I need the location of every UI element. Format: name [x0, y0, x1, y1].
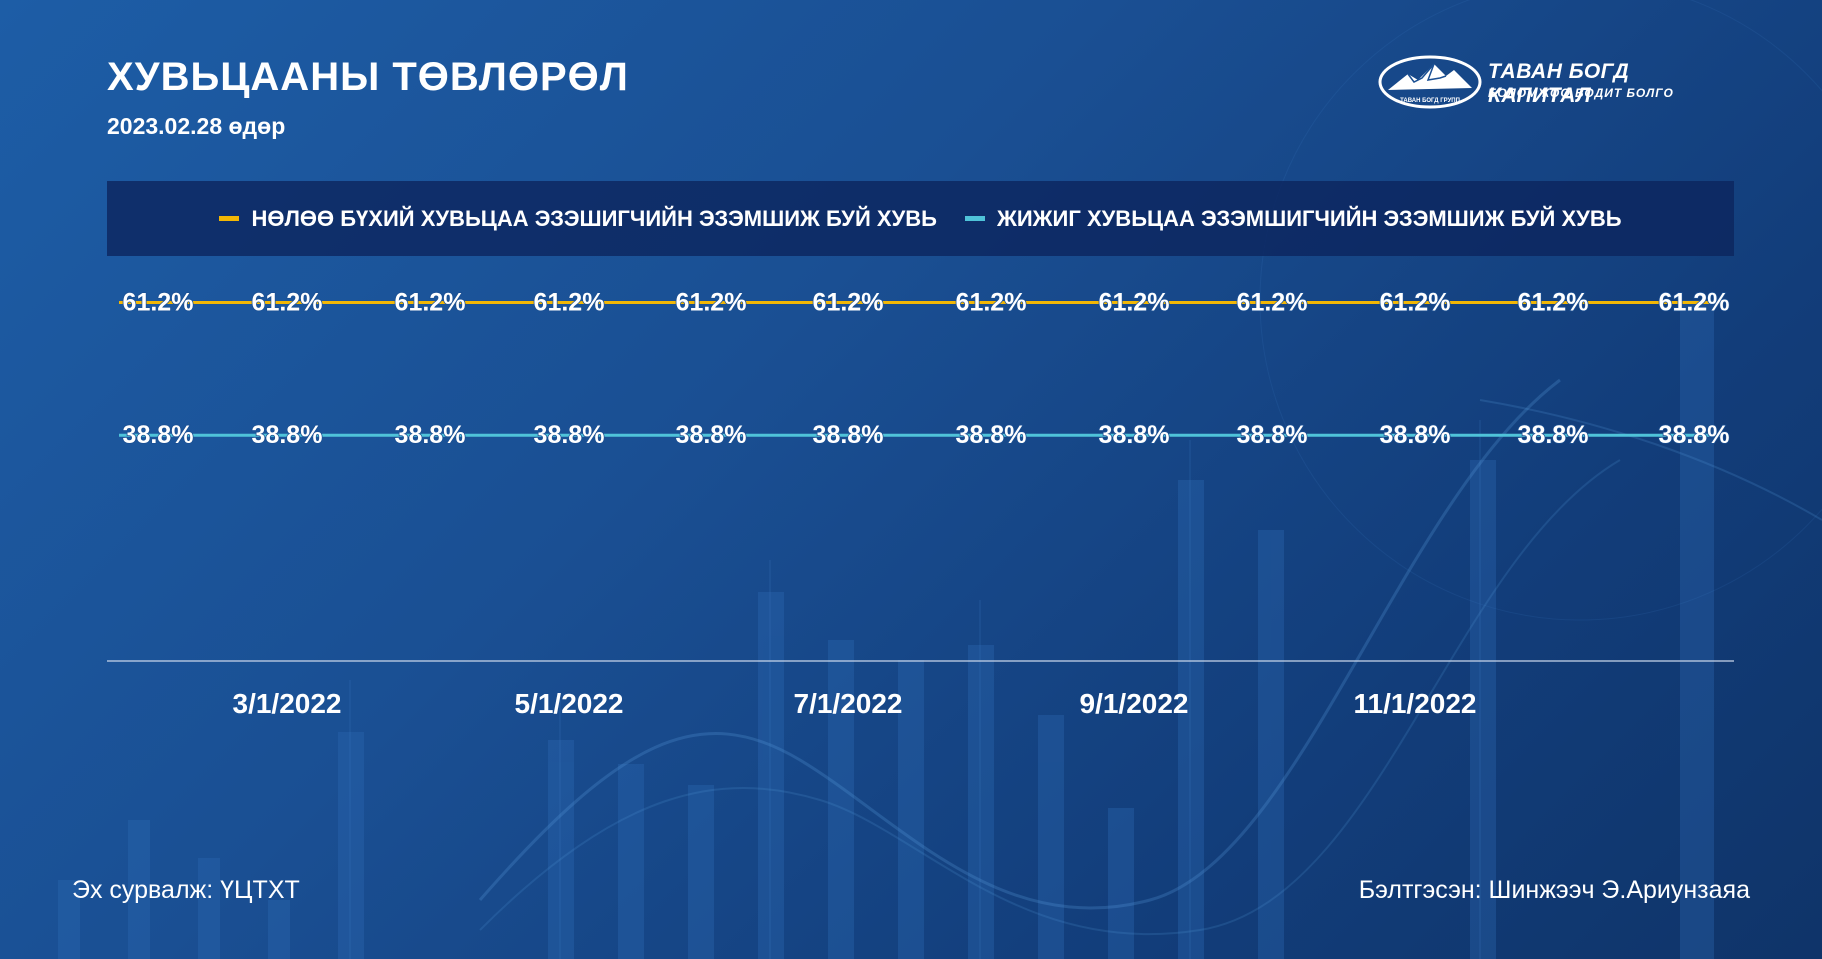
data-label-s1-0: 38.8%	[123, 421, 194, 449]
data-label-s1-1: 38.8%	[252, 421, 323, 449]
mountain-logo-icon: ТАВАН БОГД ГРУПП	[1378, 55, 1482, 109]
data-label-s1-5: 38.8%	[813, 421, 884, 449]
data-label-s1-8: 38.8%	[1237, 421, 1308, 449]
data-label-s0-2: 61.2%	[395, 289, 466, 317]
x-tick-label-1: 5/1/2022	[515, 688, 624, 719]
author-note: Бэлтгэсэн: Шинжээч Э.Ариунзаяа	[1358, 876, 1750, 904]
data-label-s0-6: 61.2%	[956, 289, 1027, 317]
source-note: Эх сурвалж: ҮЦТХТ	[72, 876, 300, 904]
data-label-s1-10: 38.8%	[1518, 421, 1589, 449]
data-label-s0-0: 61.2%	[123, 289, 194, 317]
data-label-s0-5: 61.2%	[813, 289, 884, 317]
data-label-s0-9: 61.2%	[1380, 289, 1451, 317]
x-tick-label-0: 3/1/2022	[233, 688, 342, 719]
data-label-s0-3: 61.2%	[534, 289, 605, 317]
x-tick-label-4: 11/1/2022	[1353, 688, 1476, 719]
data-label-s0-1: 61.2%	[252, 289, 323, 317]
legend-swatch-minor	[964, 216, 985, 221]
legend-swatch-major	[219, 216, 240, 221]
data-label-s1-7: 38.8%	[1099, 421, 1170, 449]
data-label-s0-11: 61.2%	[1659, 289, 1730, 317]
legend-label-major: НӨЛӨӨ БҮХИЙ ХУВЬЦАА ЭЗЭШИГЧИЙН ЭЗЭМШИЖ Б…	[251, 205, 937, 231]
data-label-s1-11: 38.8%	[1659, 421, 1730, 449]
data-label-s0-7: 61.2%	[1099, 289, 1170, 317]
x-tick-label-3: 9/1/2022	[1080, 688, 1189, 719]
data-label-s1-4: 38.8%	[676, 421, 747, 449]
page-date: 2023.02.28 өдөр	[107, 113, 286, 139]
page-title: ХУВЬЦААНЫ ТӨВЛӨРӨЛ	[107, 55, 629, 99]
x-tick-label-2: 7/1/2022	[794, 688, 903, 719]
logo-tagline: БОЛОМЖОО БОДИТ БОЛГО	[1488, 86, 1674, 100]
chart-legend: НӨЛӨӨ БҮХИЙ ХУВЬЦАА ЭЗЭШИГЧИЙН ЭЗЭМШИЖ Б…	[107, 181, 1734, 256]
data-label-s0-10: 61.2%	[1518, 289, 1589, 317]
data-label-s1-3: 38.8%	[534, 421, 605, 449]
legend-item-minor: ЖИЖИГ ХУВЬЦАА ЭЗЭМШИГЧИЙН ЭЗЭМШИЖ БУЙ ХУ…	[964, 205, 1622, 232]
data-label-s1-9: 38.8%	[1380, 421, 1451, 449]
company-logo: ТАВАН БОГД ГРУПП ТАВАН БОГД КАПИТАЛ БОЛО…	[1378, 52, 1738, 112]
logo-small-text: ТАВАН БОГД ГРУПП	[1400, 98, 1460, 104]
legend-label-minor: ЖИЖИГ ХУВЬЦАА ЭЗЭМШИГЧИЙН ЭЗЭМШИЖ БУЙ ХУ…	[996, 205, 1622, 231]
data-label-s1-2: 38.8%	[395, 421, 466, 449]
legend-item-major: НӨЛӨӨ БҮХИЙ ХУВЬЦАА ЭЗЭШИГЧИЙН ЭЗЭМШИЖ Б…	[219, 206, 937, 232]
data-label-s1-6: 38.8%	[956, 421, 1027, 449]
data-label-s0-8: 61.2%	[1237, 289, 1308, 317]
data-label-s0-4: 61.2%	[676, 289, 747, 317]
logo-name: ТАВАН БОГД КАПИТАЛ	[1488, 60, 1630, 107]
